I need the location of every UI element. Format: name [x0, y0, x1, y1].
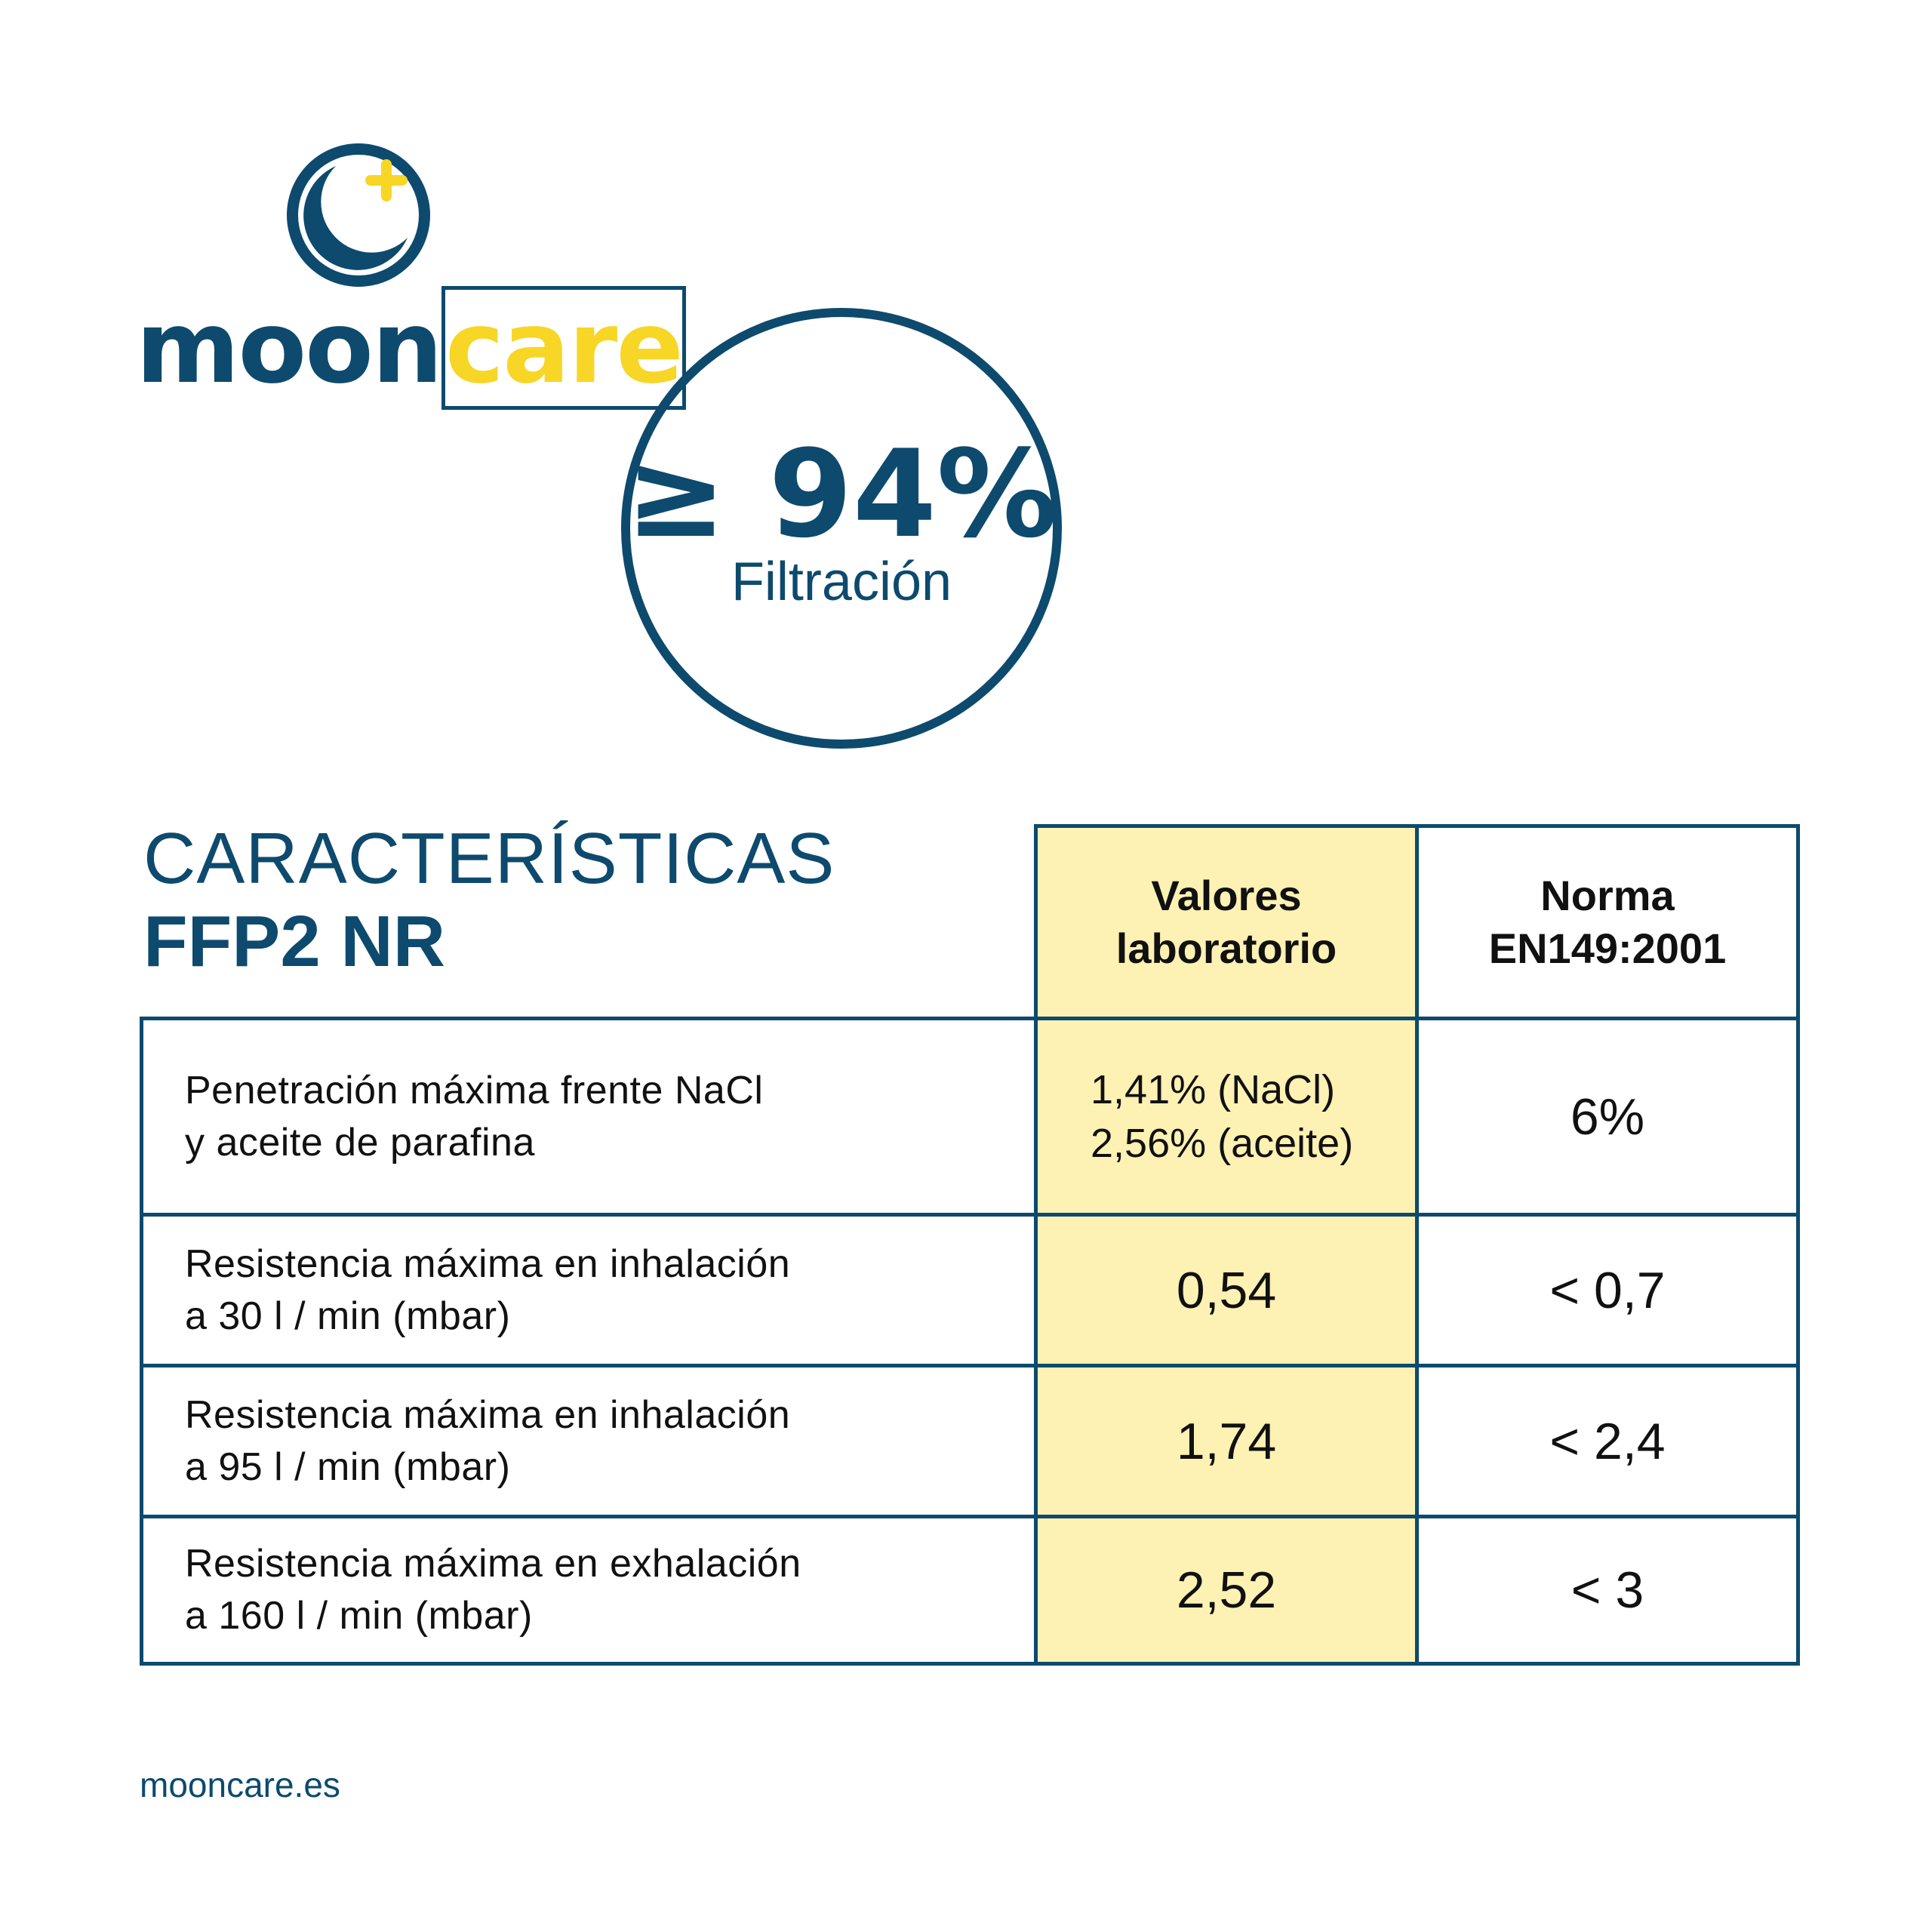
lab-value-line: 2,56% (aceite): [1091, 1120, 1354, 1166]
filtration-badge-ring: [621, 308, 1062, 749]
row-norm-value: 6%: [1415, 1017, 1800, 1217]
section-subtitle: FFP2 NR: [143, 901, 446, 982]
table-row-label: Resistencia máxima en exhalación a 160 l…: [140, 1515, 1038, 1666]
header-lab-label: Valores laboratorio: [1115, 872, 1337, 972]
row-label-text: Resistencia máxima en inhalación a 30 l …: [143, 1238, 790, 1342]
row-label-text: Resistencia máxima en exhalación a 160 l…: [143, 1538, 801, 1641]
row-lab-value: 0,54: [1034, 1213, 1419, 1367]
norm-value-text: 6%: [1570, 1088, 1645, 1146]
row-label-line: a 30 l / min (mbar): [185, 1294, 511, 1338]
filtration-label: Filtración: [731, 552, 952, 612]
table-row-label: Resistencia máxima en inhalación a 30 l …: [140, 1213, 1038, 1367]
table-row-label: Penetración máxima frente NaCl y aceite …: [140, 1017, 1038, 1217]
header-norm-label: Norma EN149:2001: [1488, 872, 1727, 972]
row-label-line: Penetración máxima frente NaCl: [185, 1068, 764, 1112]
row-label-line: Resistencia máxima en inhalación: [185, 1392, 791, 1437]
brand-wordmark: mooncare: [136, 286, 686, 410]
row-label-line: a 95 l / min (mbar): [185, 1444, 511, 1489]
row-label-text: Penetración máxima frente NaCl y aceite …: [143, 1065, 763, 1168]
row-label-line: Resistencia máxima en inhalación: [185, 1241, 791, 1286]
row-label-text: Resistencia máxima en inhalación a 95 l …: [143, 1389, 790, 1493]
table-row-label: Resistencia máxima en inhalación a 95 l …: [140, 1364, 1038, 1518]
mooncare-logo-icon: [287, 143, 430, 287]
norm-value-text: < 2,4: [1549, 1412, 1666, 1470]
spec-table: Valores laboratorio Norma EN149:2001 Pen…: [140, 824, 1800, 1666]
row-lab-value: 1,74: [1034, 1364, 1419, 1518]
filtration-value: ≥ 94%: [625, 423, 1058, 565]
footer-website-link[interactable]: mooncare.es: [140, 1765, 340, 1804]
lab-value-text: 2,52: [1176, 1561, 1277, 1619]
row-lab-value: 1,41% (NaCl) 2,56% (aceite): [1034, 1017, 1419, 1217]
row-label-line: Resistencia máxima en exhalación: [185, 1542, 801, 1586]
norm-value-text: < 3: [1571, 1561, 1644, 1619]
lab-value-text: 1,74: [1176, 1412, 1277, 1470]
header-lab-values: Valores laboratorio: [1034, 824, 1419, 1020]
row-norm-value: < 3: [1415, 1515, 1800, 1666]
lab-value-text: 0,54: [1176, 1261, 1277, 1319]
row-lab-value-text: 1,41% (NaCl) 2,56% (aceite): [1038, 1063, 1415, 1169]
section-title: CARACTERÍSTICAS: [143, 818, 835, 899]
header-norm: Norma EN149:2001: [1415, 824, 1800, 1020]
row-norm-value: < 2,4: [1415, 1364, 1800, 1518]
row-lab-value: 2,52: [1034, 1515, 1419, 1666]
brand-name-part1: moon: [136, 290, 443, 406]
lab-value-line: 1,41% (NaCl): [1091, 1067, 1336, 1113]
row-norm-value: < 0,7: [1415, 1213, 1800, 1367]
row-label-line: a 160 l / min (mbar): [185, 1594, 533, 1638]
brand-name-part2: care: [441, 286, 686, 410]
row-label-line: y aceite de parafina: [185, 1120, 535, 1164]
norm-value-text: < 0,7: [1549, 1261, 1666, 1319]
